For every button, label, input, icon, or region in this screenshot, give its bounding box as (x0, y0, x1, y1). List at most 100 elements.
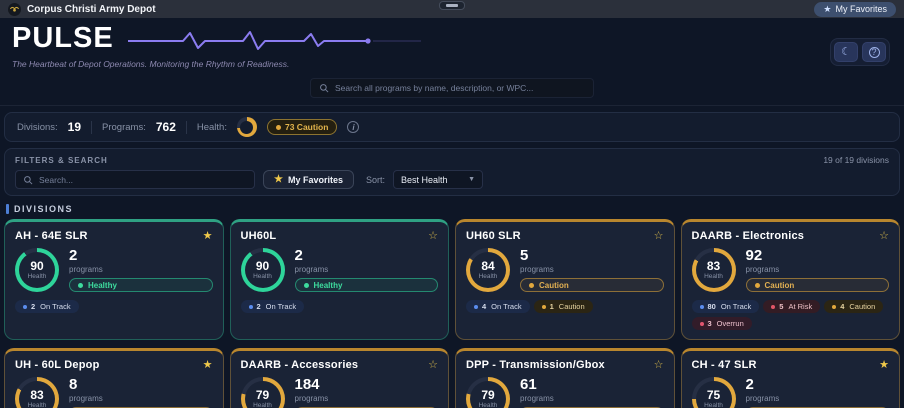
divisions-stat-label: Divisions: (17, 121, 58, 133)
status-chip: 4 Caution (824, 300, 884, 313)
chips-row: 2 On Track (240, 300, 439, 313)
favorite-star-button[interactable]: ☆ (879, 229, 889, 242)
status-chip: 80 On Track (691, 300, 760, 313)
chip-dot-icon (832, 304, 837, 309)
favorite-star-button[interactable]: ☆ (428, 229, 438, 242)
health-value: 90 (30, 259, 44, 273)
programs-stat-value: 762 (155, 120, 176, 134)
filters-title: FILTERS & SEARCH (15, 155, 108, 165)
status-chip: 1 Caution (533, 300, 593, 313)
global-search-input[interactable] (335, 83, 585, 93)
my-favorites-filter-label: My Favorites (287, 174, 343, 185)
status-chip: 5 At Risk (763, 300, 821, 313)
division-card[interactable]: UH60 SLR ☆ 84 Health 5 programs Caution … (455, 219, 675, 340)
health-caption: Health (253, 402, 272, 408)
division-card[interactable]: UH60L ☆ 90 Health 2 programs Healthy 2 O… (229, 219, 449, 340)
health-caption: Health (478, 402, 498, 408)
favorite-star-button[interactable]: ★ (879, 358, 889, 371)
programs-label: programs (69, 394, 103, 403)
division-card[interactable]: UH - 60L Depop ★ 83 Health 8 programs Ca… (4, 348, 224, 408)
status-badge: Healthy (294, 278, 438, 292)
division-title: UH - 60L Depop (15, 359, 100, 371)
health-gauge: 90 Health (15, 248, 59, 292)
health-value: 75 (706, 388, 721, 402)
favorite-star-button[interactable]: ☆ (653, 229, 664, 242)
status-chip: 2 On Track (240, 300, 305, 313)
hero: PULSE The Heartbeat of Depot Operations.… (0, 18, 904, 73)
programs-label: programs (294, 394, 329, 403)
programs-count: 8 (69, 376, 78, 393)
moon-icon: ☾ (841, 45, 851, 58)
my-favorites-topbar-label: My Favorites (835, 4, 887, 14)
chip-dot-icon (248, 304, 253, 309)
info-icon[interactable]: i (347, 121, 360, 133)
divisions-header: DIVISIONS (6, 204, 900, 214)
division-card[interactable]: DPP - Transmission/Gbox ☆ 79 Health 61 p… (455, 348, 675, 408)
chip-dot-icon (541, 304, 546, 309)
top-center-pill (439, 1, 465, 10)
my-favorites-topbar-button[interactable]: ★ My Favorites (814, 1, 896, 17)
health-gauge: 79 Health (240, 377, 285, 408)
division-card[interactable]: DAARB - Accessories ☆ 79 Health 184 prog… (229, 348, 449, 408)
status-label: Healthy (313, 280, 343, 290)
stats-bar: Divisions: 19 Programs: 762 Health: 73 C… (4, 112, 900, 142)
status-badge: Caution (520, 278, 664, 292)
programs-count: 61 (520, 376, 537, 393)
programs-count: 92 (745, 247, 763, 264)
programs-stat-label: Programs: (102, 121, 146, 133)
search-icon (320, 84, 329, 93)
health-value: 79 (255, 388, 270, 402)
division-card[interactable]: DAARB - Electronics ☆ 83 Health 92 progr… (680, 219, 900, 340)
chip-dot-icon (699, 321, 704, 326)
division-title: DPP - Transmission/Gbox (466, 359, 605, 371)
status-dot-icon (754, 282, 760, 288)
favorite-star-button[interactable]: ★ (202, 229, 213, 242)
health-gauge: 83 Health (15, 377, 59, 408)
programs-count: 184 (294, 376, 320, 393)
filter-search[interactable] (15, 170, 255, 189)
page-title: PULSE (12, 22, 114, 54)
programs-count: 5 (520, 247, 529, 264)
division-title: CH - 47 SLR (691, 359, 757, 371)
health-caption: Health (253, 273, 272, 280)
chip-dot-icon (23, 304, 27, 309)
health-caption: Health (27, 402, 47, 408)
filters-panel: FILTERS & SEARCH 19 of 19 divisions ★ My… (4, 148, 900, 196)
programs-label: programs (520, 265, 554, 274)
programs-label: programs (69, 265, 103, 274)
filter-search-input[interactable] (39, 174, 247, 185)
health-caption: Health (704, 273, 723, 280)
programs-count: 2 (294, 247, 303, 264)
search-icon (24, 175, 33, 184)
depot-logo-icon (8, 2, 21, 16)
health-value: 83 (30, 388, 44, 402)
division-title: AH - 64E SLR (15, 230, 88, 242)
help-button[interactable]: ? (862, 42, 886, 62)
division-card[interactable]: CH - 47 SLR ★ 75 Health 2 programs Cauti… (680, 348, 900, 408)
status-badge: Healthy (69, 278, 213, 292)
health-value: 83 (706, 259, 721, 273)
sort-select[interactable]: Best Health ▼ (393, 170, 484, 189)
chip-dot-icon (699, 304, 704, 309)
tagline: The Heartbeat of Depot Operations. Monit… (12, 59, 290, 69)
programs-label: programs (520, 394, 554, 403)
favorite-star-button[interactable]: ★ (202, 358, 213, 371)
favorite-star-button[interactable]: ☆ (653, 358, 664, 371)
chip-dot-icon (474, 304, 478, 309)
star-icon: ★ (274, 174, 283, 185)
status-chip: 2 On Track (15, 300, 79, 313)
my-favorites-filter-button[interactable]: ★ My Favorites (263, 170, 354, 189)
sort-label: Sort: (366, 174, 386, 185)
health-value: 79 (481, 388, 495, 402)
section-accent-bar (6, 204, 9, 214)
divisions-stat-value: 19 (67, 120, 82, 134)
global-search[interactable] (310, 78, 594, 98)
status-label: Caution (764, 280, 795, 290)
sort-value: Best Health (401, 174, 448, 185)
theme-toggle-button[interactable]: ☾ (834, 42, 858, 62)
health-caption: Health (27, 273, 47, 280)
status-chip: 3 Overrun (691, 317, 752, 330)
division-card[interactable]: AH - 64E SLR ★ 90 Health 2 programs Heal… (4, 219, 224, 340)
status-label: Caution (539, 280, 569, 290)
favorite-star-button[interactable]: ☆ (428, 358, 438, 371)
